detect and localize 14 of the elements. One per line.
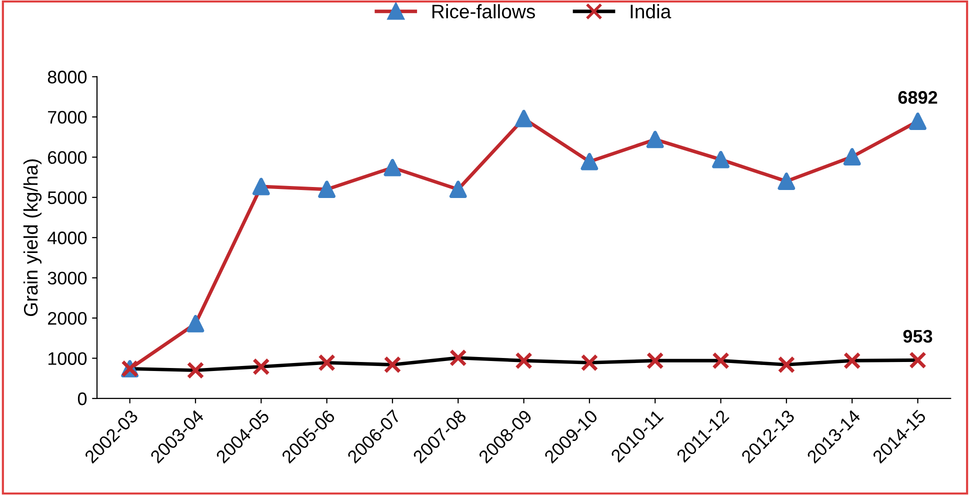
y-tick-label: 1000 — [48, 352, 87, 365]
y-tick-label: 3000 — [48, 272, 87, 285]
y-axis-title: Grain yield (kg/ha) — [23, 159, 42, 316]
y-tick-label: 8000 — [48, 70, 87, 84]
y-tick-label: 0 — [78, 392, 87, 406]
data-label: 953 — [903, 330, 932, 343]
y-tick-label: 7000 — [48, 110, 87, 124]
y-tick-label: 4000 — [48, 232, 87, 244]
y-tick-label: 5000 — [48, 191, 87, 204]
data-label: 6892 — [898, 91, 938, 104]
y-tick-label: 2000 — [48, 312, 87, 325]
legend-label: Rice-fallows — [432, 4, 535, 18]
legend-label: India — [630, 4, 672, 18]
y-tick-label: 6000 — [48, 151, 87, 164]
